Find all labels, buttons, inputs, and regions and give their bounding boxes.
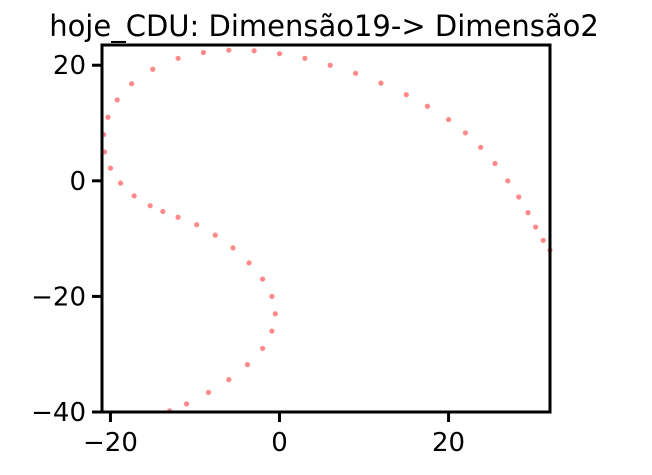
x-axis-ticks: −20 0 20 (83, 412, 465, 458)
scatter-point (105, 114, 111, 120)
scatter-point (272, 311, 278, 317)
x-tick-label: 20 (432, 428, 465, 458)
scatter-point (147, 203, 153, 209)
x-tick-label: −20 (83, 428, 138, 458)
scatter-point (200, 49, 207, 56)
scatter-point (260, 276, 266, 282)
x-tick-label: 0 (271, 428, 288, 458)
scatter-point (117, 180, 124, 186)
chart-title: hoje_CDU: Dimensão19-> Dimensão2 (49, 9, 599, 43)
scatter-point (516, 194, 522, 200)
scatter-points (101, 47, 553, 414)
y-axis-ticks: 20 0 −20 −40 (31, 51, 102, 428)
scatter-point (327, 62, 333, 68)
scatter-point (269, 293, 275, 300)
scatter-point (131, 193, 137, 199)
scatter-point (403, 92, 409, 98)
scatter-point (183, 401, 190, 407)
scatter-point (107, 165, 114, 171)
y-tick-label: 0 (69, 167, 86, 197)
y-tick-label: 20 (53, 51, 86, 81)
scatter-point (160, 208, 166, 215)
scatter-point (352, 70, 359, 76)
scatter-point (175, 55, 181, 61)
scatter-point (269, 328, 275, 334)
scatter-point (492, 160, 498, 167)
scatter-point (302, 55, 308, 61)
scatter-point (175, 214, 181, 220)
scatter-point (114, 97, 120, 103)
scatter-point (226, 377, 232, 383)
scatter-point (212, 232, 218, 238)
scatter-point (226, 47, 232, 53)
scatter-point (478, 144, 484, 150)
scatter-point (251, 48, 257, 54)
scatter-point (378, 80, 384, 86)
scatter-point (445, 116, 452, 123)
scatter-point (244, 362, 250, 368)
scatter-point (462, 130, 469, 136)
scatter-point (205, 389, 212, 395)
scatter-point (246, 260, 252, 266)
scatter-point (194, 222, 200, 228)
scatter-point (128, 81, 135, 87)
y-tick-label: −20 (31, 282, 86, 312)
scatter-point (150, 66, 156, 72)
scatter-point (424, 103, 431, 109)
scatter-point (525, 210, 531, 216)
plot-frame (100, 43, 552, 414)
scatter-point (276, 51, 283, 57)
scatter-point (505, 178, 511, 184)
scatter-point (533, 224, 539, 230)
scatter-point (540, 237, 546, 243)
scatter-point (260, 345, 266, 352)
y-tick-label: −40 (31, 398, 86, 428)
scatter-point (230, 245, 236, 251)
